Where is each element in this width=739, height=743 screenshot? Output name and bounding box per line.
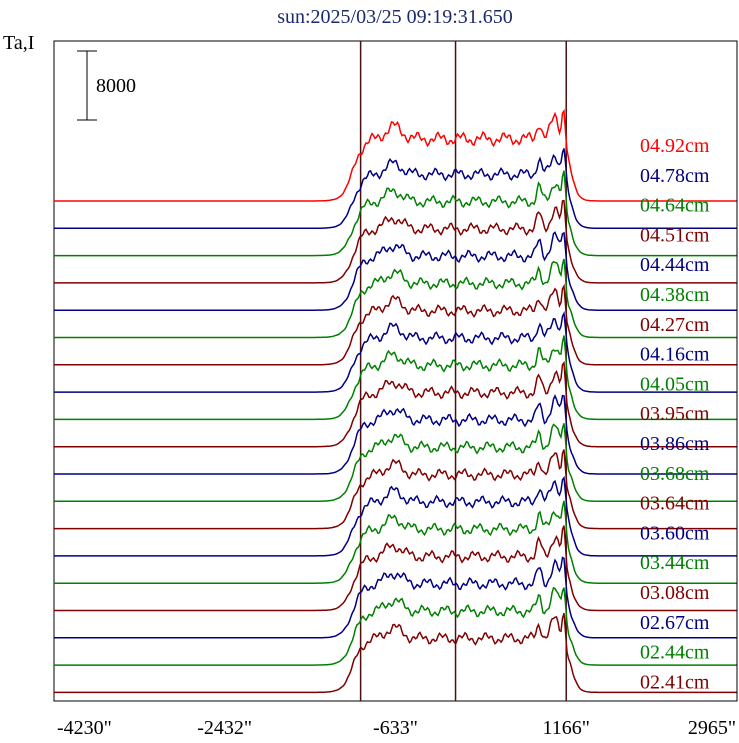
- y-axis-label: Ta,I: [3, 32, 34, 54]
- spectrum-trace: [54, 148, 737, 230]
- spectrum-trace: [54, 231, 737, 311]
- series-label: 04.51cm: [640, 224, 710, 246]
- series-label: 04.38cm: [640, 284, 710, 306]
- series-label: 03.60cm: [640, 522, 710, 544]
- series-label: 03.08cm: [640, 582, 710, 604]
- spectrum-trace: [54, 449, 737, 530]
- spectrum-trace: [54, 423, 737, 503]
- spectrum-trace: [54, 612, 737, 694]
- spectrum-trace: [54, 500, 737, 584]
- series-label: 02.67cm: [640, 612, 710, 634]
- series-label: 04.64cm: [640, 195, 710, 217]
- spectrum-trace: [54, 170, 737, 257]
- x-tick-label: 2965": [688, 717, 736, 739]
- spectrum-trace: [54, 310, 737, 393]
- series-label: 02.44cm: [640, 642, 710, 664]
- spectrum-trace: [54, 335, 737, 421]
- x-tick-label: 1166": [543, 717, 590, 739]
- scale-bar-label: 8000: [96, 75, 136, 97]
- series-label: 02.41cm: [640, 671, 710, 693]
- spectrum-trace: [54, 360, 737, 448]
- scale-bar: 8000: [77, 50, 136, 121]
- series-label: 04.27cm: [640, 314, 710, 336]
- x-tick-label: -2432": [197, 717, 252, 739]
- x-tick-label: -4230": [57, 717, 112, 739]
- spectrum-trace: [54, 108, 737, 202]
- spectrum-trace: [54, 525, 737, 612]
- spectrum-trace: [54, 556, 737, 639]
- series-label: 03.86cm: [640, 433, 710, 455]
- spectrum-trace: [54, 199, 737, 284]
- series-label: 03.64cm: [640, 493, 710, 515]
- spectrum-trace: [54, 586, 737, 666]
- x-tick-label: -633": [373, 717, 418, 739]
- series-label: 03.95cm: [640, 403, 710, 425]
- series-label: 03.44cm: [640, 552, 710, 574]
- series-label: 04.05cm: [640, 373, 710, 395]
- plot-frame: [53, 40, 738, 702]
- series-label: 04.92cm: [640, 135, 710, 157]
- series-label: 04.44cm: [640, 254, 710, 276]
- series-label: 04.16cm: [640, 344, 710, 366]
- spectrum-trace: [54, 394, 737, 475]
- spectrum-trace: [54, 475, 737, 557]
- spectrum-trace: [54, 283, 737, 366]
- chart-title: sun:2025/03/25 09:19:31.650: [277, 6, 513, 28]
- series-label: 03.68cm: [640, 463, 710, 485]
- spectrum-trace: [54, 258, 737, 339]
- series-label: 04.78cm: [640, 165, 710, 187]
